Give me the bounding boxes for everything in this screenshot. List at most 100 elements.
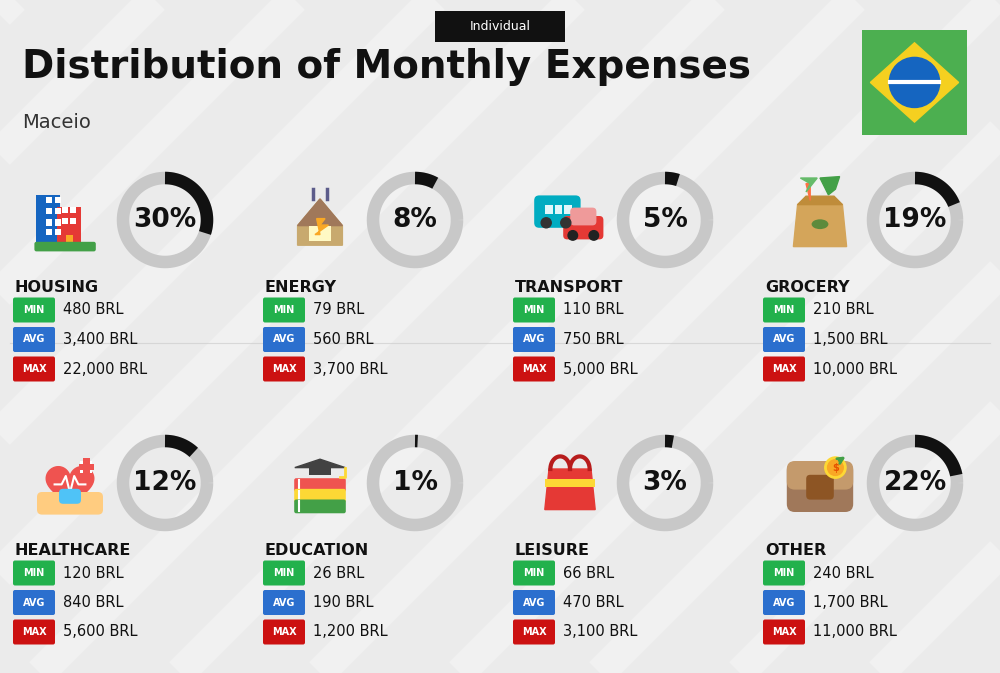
Text: 30%: 30%: [133, 207, 197, 233]
Text: 480 BRL: 480 BRL: [63, 302, 124, 318]
FancyBboxPatch shape: [13, 357, 55, 382]
Bar: [79, 464, 94, 470]
Bar: [545, 205, 553, 215]
Bar: [70, 218, 76, 224]
Text: 8%: 8%: [393, 207, 437, 233]
Text: 11,000 BRL: 11,000 BRL: [813, 625, 897, 639]
Text: 66 BRL: 66 BRL: [563, 565, 614, 581]
Text: AVG: AVG: [523, 598, 545, 608]
Text: AVG: AVG: [23, 334, 45, 345]
Polygon shape: [545, 469, 595, 509]
FancyBboxPatch shape: [763, 561, 805, 586]
Circle shape: [589, 231, 599, 240]
Bar: [309, 467, 331, 474]
Text: AVG: AVG: [773, 334, 795, 345]
Ellipse shape: [812, 219, 828, 229]
FancyBboxPatch shape: [513, 297, 555, 322]
Bar: [55, 229, 61, 236]
Circle shape: [889, 57, 940, 108]
Polygon shape: [870, 43, 959, 122]
Text: AVG: AVG: [273, 334, 295, 345]
Bar: [46, 229, 52, 236]
Text: MIN: MIN: [773, 305, 795, 315]
Bar: [80, 460, 92, 473]
FancyBboxPatch shape: [513, 357, 555, 382]
Text: 5%: 5%: [643, 207, 687, 233]
Text: MAX: MAX: [522, 627, 546, 637]
FancyBboxPatch shape: [294, 479, 346, 492]
Text: 1,700 BRL: 1,700 BRL: [813, 595, 888, 610]
FancyBboxPatch shape: [763, 357, 805, 382]
Text: $: $: [832, 462, 839, 472]
Text: MAX: MAX: [272, 627, 296, 637]
Text: AVG: AVG: [23, 598, 45, 608]
Text: 110 BRL: 110 BRL: [563, 302, 624, 318]
Text: 210 BRL: 210 BRL: [813, 302, 874, 318]
FancyBboxPatch shape: [263, 327, 305, 352]
Polygon shape: [793, 205, 847, 246]
Bar: [55, 197, 61, 203]
Bar: [66, 236, 73, 245]
Polygon shape: [298, 199, 342, 225]
Bar: [545, 479, 595, 487]
Polygon shape: [800, 178, 817, 192]
Polygon shape: [315, 219, 328, 235]
Bar: [46, 219, 52, 225]
FancyBboxPatch shape: [59, 489, 81, 504]
FancyBboxPatch shape: [435, 11, 565, 42]
Text: 19%: 19%: [883, 207, 947, 233]
Polygon shape: [46, 466, 94, 509]
Text: 12%: 12%: [133, 470, 197, 496]
Text: MIN: MIN: [773, 568, 795, 578]
FancyBboxPatch shape: [763, 590, 805, 615]
Text: MAX: MAX: [772, 627, 796, 637]
Bar: [55, 219, 61, 225]
Text: 26 BRL: 26 BRL: [313, 565, 364, 581]
Circle shape: [561, 218, 571, 228]
FancyBboxPatch shape: [263, 620, 305, 645]
Polygon shape: [820, 176, 840, 194]
FancyBboxPatch shape: [787, 462, 853, 512]
FancyBboxPatch shape: [513, 620, 555, 645]
Text: 10,000 BRL: 10,000 BRL: [813, 361, 897, 376]
Text: 5,000 BRL: 5,000 BRL: [563, 361, 638, 376]
FancyBboxPatch shape: [563, 216, 603, 240]
Text: HOUSING: HOUSING: [15, 280, 99, 295]
FancyBboxPatch shape: [294, 499, 346, 513]
Text: MAX: MAX: [22, 364, 46, 374]
Bar: [46, 208, 52, 215]
Text: MIN: MIN: [23, 568, 45, 578]
FancyBboxPatch shape: [763, 297, 805, 322]
Text: 3,100 BRL: 3,100 BRL: [563, 625, 637, 639]
FancyBboxPatch shape: [57, 207, 81, 245]
Polygon shape: [806, 184, 810, 201]
FancyBboxPatch shape: [263, 357, 305, 382]
FancyBboxPatch shape: [36, 194, 60, 245]
Text: HEALTHCARE: HEALTHCARE: [15, 543, 131, 558]
FancyBboxPatch shape: [263, 297, 305, 322]
FancyBboxPatch shape: [13, 561, 55, 586]
Text: 240 BRL: 240 BRL: [813, 565, 874, 581]
Polygon shape: [295, 459, 345, 468]
Bar: [564, 205, 572, 215]
Bar: [83, 458, 90, 476]
FancyBboxPatch shape: [806, 474, 834, 499]
Text: ENERGY: ENERGY: [265, 280, 337, 295]
FancyBboxPatch shape: [513, 590, 555, 615]
Text: Individual: Individual: [470, 20, 530, 32]
Text: Distribution of Monthly Expenses: Distribution of Monthly Expenses: [22, 48, 751, 86]
Bar: [62, 207, 68, 213]
Text: AVG: AVG: [523, 334, 545, 345]
Text: 120 BRL: 120 BRL: [63, 565, 124, 581]
Text: MIN: MIN: [523, 568, 545, 578]
FancyBboxPatch shape: [34, 242, 96, 252]
Text: 79 BRL: 79 BRL: [313, 302, 364, 318]
Text: 5,600 BRL: 5,600 BRL: [63, 625, 138, 639]
Bar: [555, 205, 562, 215]
FancyBboxPatch shape: [763, 327, 805, 352]
Text: OTHER: OTHER: [765, 543, 826, 558]
Text: MAX: MAX: [272, 364, 296, 374]
Text: 470 BRL: 470 BRL: [563, 595, 624, 610]
Text: MAX: MAX: [522, 364, 546, 374]
Text: 1,500 BRL: 1,500 BRL: [813, 332, 888, 347]
